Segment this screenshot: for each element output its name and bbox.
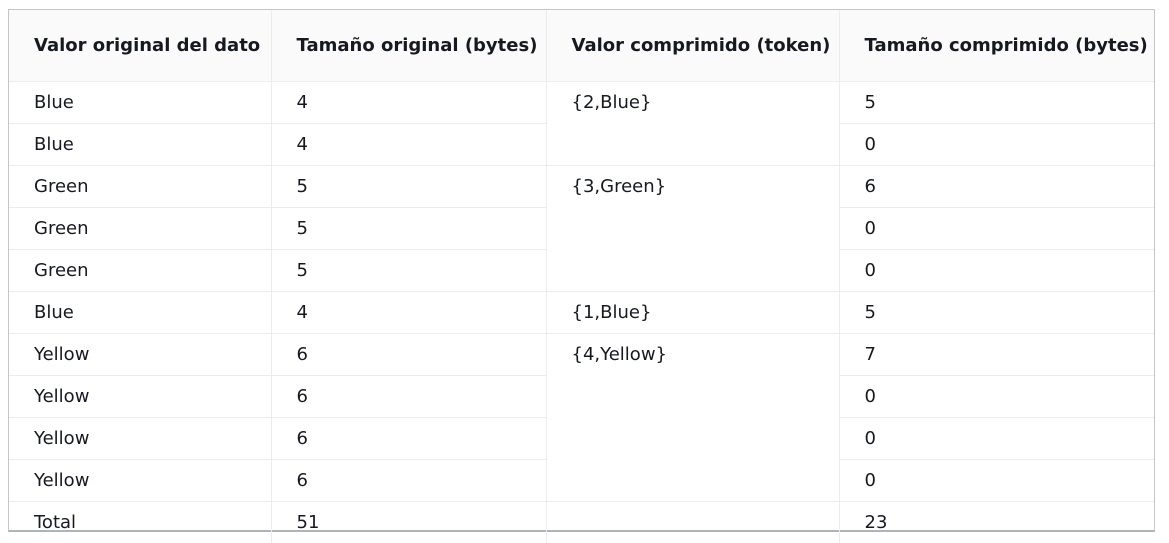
table-row: Yellow 6 {4,Yellow} 7 <box>9 333 1154 502</box>
cell-compressed-size: 6 <box>839 165 1154 208</box>
cell-compressed-token: {2,Blue} <box>546 81 840 166</box>
cell-original-value: Yellow <box>9 459 272 502</box>
table-body: Blue 4 {2,Blue} 5 Blue 4 0 Green 5 {3,Gr… <box>9 81 1154 543</box>
cell-original-size: 6 <box>271 375 547 418</box>
total-row: Total 51 23 <box>9 501 1154 543</box>
cell-original-value: Blue <box>9 123 272 166</box>
cell-original-value: Green <box>9 249 272 292</box>
cell-original-size: 6 <box>271 333 547 376</box>
cell-compressed-size: 5 <box>839 81 1154 124</box>
cell-compressed-token <box>546 501 840 543</box>
compression-table: Valor original del dato Tamaño original … <box>9 10 1154 543</box>
cell-original-value: Blue <box>9 81 272 124</box>
header-original-value: Valor original del dato <box>9 10 272 82</box>
table-row: Green 5 {3,Green} 6 <box>9 165 1154 292</box>
cell-compressed-size: 0 <box>839 123 1154 166</box>
table-row: Yellow 6 0 <box>9 417 1154 460</box>
cell-original-size: 6 <box>271 417 547 460</box>
cell-original-size: 4 <box>271 81 547 124</box>
cell-original-value: Yellow <box>9 417 272 460</box>
cell-original-size: 4 <box>271 291 547 334</box>
cell-original-value: Green <box>9 165 272 208</box>
table-row: Green 5 0 <box>9 207 1154 250</box>
cell-original-value: Yellow <box>9 375 272 418</box>
cell-compressed-size: 0 <box>839 249 1154 292</box>
header-compressed-token: Valor comprimido (token) <box>546 10 840 82</box>
table-row: Green 5 0 <box>9 249 1154 292</box>
cell-compressed-size: 0 <box>839 375 1154 418</box>
cell-total-compressed-size: 23 <box>864 511 888 533</box>
cell-compressed-token: {1,Blue} <box>546 291 840 334</box>
cell-compressed-size: 0 <box>839 207 1154 250</box>
cell-original-size: 5 <box>271 207 547 250</box>
cell-compressed-size: 5 <box>839 291 1154 334</box>
cell-total-original-size: 51 <box>271 501 547 543</box>
table-header: Valor original del dato Tamaño original … <box>9 10 1154 82</box>
cell-original-size: 5 <box>271 249 547 292</box>
cell-total-label: Total <box>9 501 272 543</box>
cell-compressed-token: {4,Yellow} <box>546 333 840 502</box>
table-row: Yellow 6 0 <box>9 459 1154 502</box>
table-row: Blue 4 {1,Blue} 5 <box>9 291 1154 334</box>
cell-original-size: 4 <box>271 123 547 166</box>
cell-compressed-size: 0 <box>839 459 1154 502</box>
header-original-size: Tamaño original (bytes) <box>271 10 547 82</box>
table-row: Blue 4 {2,Blue} 5 <box>9 81 1154 166</box>
cell-original-value: Yellow <box>9 333 272 376</box>
table-row: Yellow 6 0 <box>9 375 1154 418</box>
cell-compressed-size: 0 <box>839 417 1154 460</box>
table-row: Blue 4 0 <box>9 123 1154 166</box>
cell-original-size: 6 <box>271 459 547 502</box>
cell-original-value: Green <box>9 207 272 250</box>
header-compressed-size: Tamaño comprimido (bytes) <box>839 10 1154 82</box>
cell-compressed-size: 7 <box>839 333 1154 376</box>
header-row: Valor original del dato Tamaño original … <box>9 10 1154 82</box>
compression-table-container: Valor original del dato Tamaño original … <box>8 9 1155 543</box>
cell-original-value: Blue <box>9 291 272 334</box>
cell-original-size: 5 <box>271 165 547 208</box>
cell-compressed-token: {3,Green} <box>546 165 840 292</box>
